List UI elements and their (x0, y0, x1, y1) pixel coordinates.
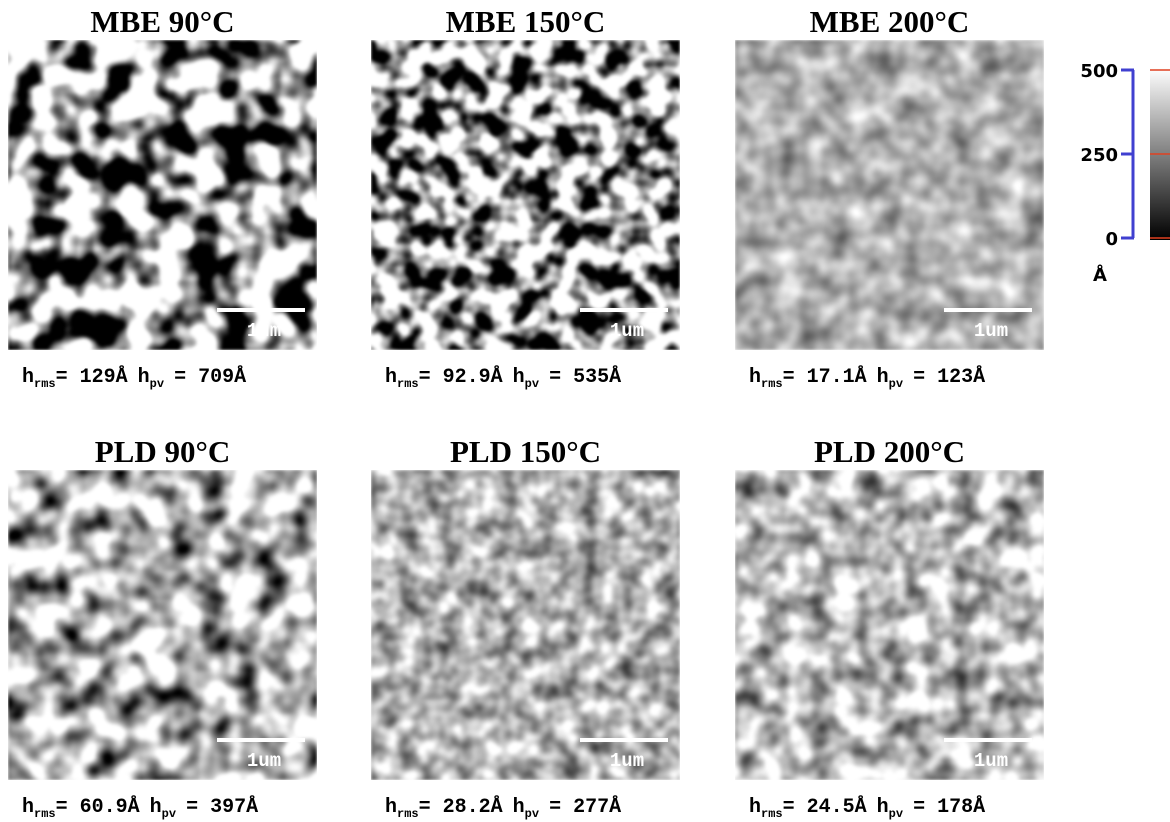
colorbar-tick-label: 250 (1080, 145, 1118, 166)
afm-image (371, 470, 680, 780)
afm-image (8, 470, 317, 780)
rms-symbol: h (22, 796, 34, 819)
afm-image (735, 470, 1044, 780)
panel-title: PLD 90°C (95, 434, 231, 469)
panel-title: MBE 150°C (446, 4, 606, 39)
scale-bar-label: 1um (247, 320, 281, 342)
pv-value: = 535Å (549, 364, 621, 389)
pv-subscript: pv (525, 377, 539, 391)
colorbar-unit: Å (1093, 263, 1107, 286)
pv-symbol: h (877, 796, 889, 819)
pv-value: = 397Å (186, 794, 258, 819)
rms-subscript: rms (397, 807, 419, 821)
scale-bar-label: 1um (974, 320, 1008, 342)
rms-value: = 92.9Å (419, 364, 503, 389)
panel-title: MBE 200°C (810, 4, 970, 39)
pv-subscript: pv (150, 377, 164, 391)
rms-subscript: rms (761, 377, 783, 391)
caption: hrms= 28.2Å hpv = 277Å (385, 794, 621, 821)
panel-title: PLD 200°C (814, 434, 965, 469)
rms-symbol: h (385, 796, 397, 819)
caption: hrms= 92.9Å hpv = 535Å (385, 364, 621, 391)
pv-subscript: pv (162, 807, 176, 821)
caption: hrms= 60.9Å hpv = 397Å (22, 794, 258, 821)
rms-value: = 60.9Å (56, 794, 140, 819)
pv-symbol: h (513, 366, 525, 389)
rms-subscript: rms (34, 807, 56, 821)
pv-subscript: pv (889, 807, 903, 821)
scale-bar-label: 1um (247, 750, 281, 772)
pv-symbol: h (877, 366, 889, 389)
rms-value: = 129Å (56, 364, 128, 389)
caption: hrms= 24.5Å hpv = 178Å (749, 794, 985, 821)
rms-value: = 24.5Å (783, 794, 867, 819)
rms-subscript: rms (397, 377, 419, 391)
rms-symbol: h (385, 366, 397, 389)
pv-symbol: h (150, 796, 162, 819)
scale-bar-label: 1um (974, 750, 1008, 772)
afm-image (371, 40, 680, 350)
colorbar-tick-label: 0 (1105, 229, 1118, 250)
caption: hrms= 129Å hpv = 709Å (22, 364, 246, 391)
scale-bar-label: 1um (610, 320, 644, 342)
panel-title: MBE 90°C (90, 4, 234, 39)
rms-symbol: h (749, 366, 761, 389)
rms-subscript: rms (761, 807, 783, 821)
scale-bar-label: 1um (610, 750, 644, 772)
pv-value: = 123Å (913, 364, 985, 389)
afm-image (8, 40, 317, 350)
rms-symbol: h (22, 366, 34, 389)
pv-subscript: pv (889, 377, 903, 391)
rms-subscript: rms (34, 377, 56, 391)
pv-value: = 178Å (913, 794, 985, 819)
colorbar-tick-label: 500 (1080, 61, 1118, 82)
rms-value: = 28.2Å (419, 794, 503, 819)
pv-symbol: h (513, 796, 525, 819)
caption: hrms= 17.1Å hpv = 123Å (749, 364, 985, 391)
rms-value: = 17.1Å (783, 364, 867, 389)
panel-title: PLD 150°C (450, 434, 601, 469)
rms-symbol: h (749, 796, 761, 819)
pv-value: = 709Å (174, 364, 246, 389)
pv-subscript: pv (525, 807, 539, 821)
pv-value: = 277Å (549, 794, 621, 819)
afm-image (735, 40, 1044, 350)
pv-symbol: h (138, 366, 150, 389)
